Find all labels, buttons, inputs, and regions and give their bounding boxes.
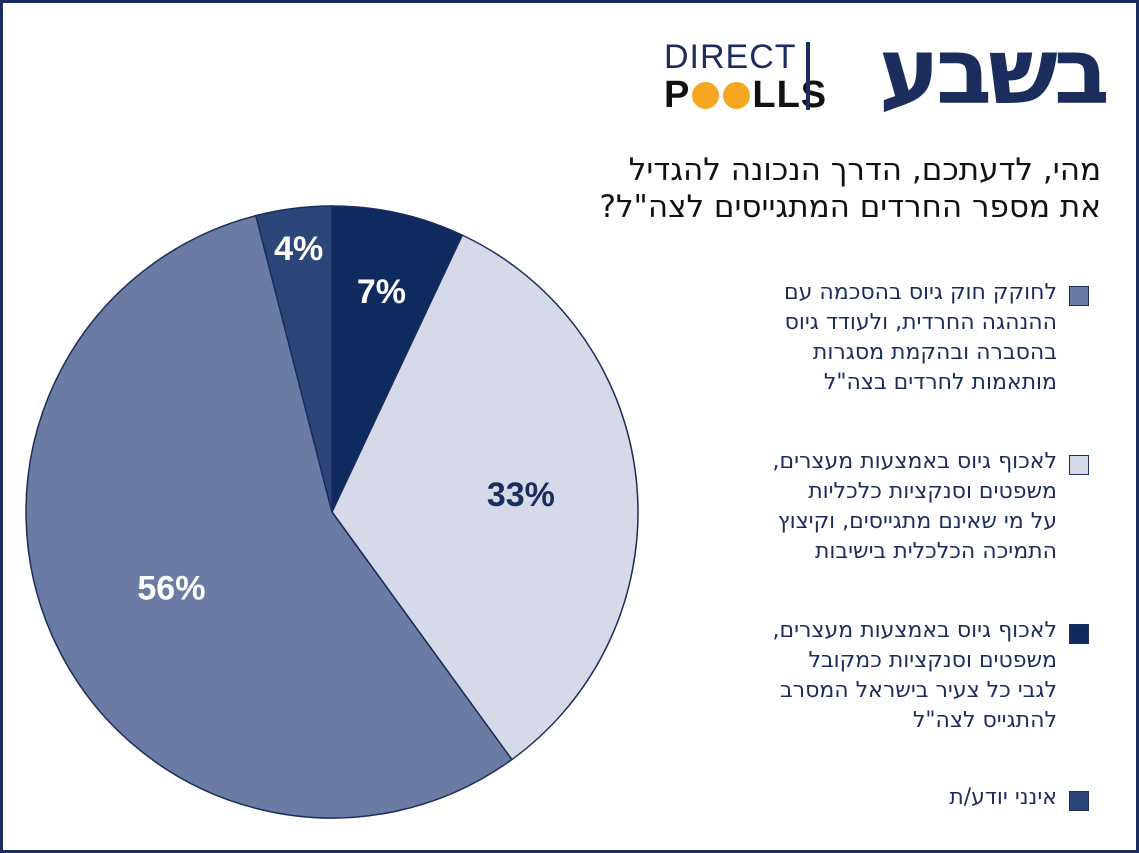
- legend-item: לחוקק חוק גיוס בהסכמה עם ההנהגה החרדית, …: [649, 278, 1089, 398]
- legend-line: משפטים וסנקציות כמקובל: [808, 648, 1057, 673]
- chart-title: מהי, לדעתכם, הדרך הנכונה להגדיל את מספר …: [441, 152, 1101, 226]
- legend-line: התמיכה הכלכלית בישיבות: [814, 539, 1057, 564]
- legend-line: לאכוף גיוס באמצעות מעצרים,: [772, 449, 1058, 474]
- polls-letters-rest: LLS: [752, 74, 828, 116]
- direct-polls-logo-polls: P LLS: [664, 74, 827, 117]
- direct-polls-logo-direct: DIRECT: [664, 38, 797, 76]
- besheva-logo: בשבע: [878, 18, 1110, 125]
- polls-letter-p: P: [664, 74, 691, 116]
- legend-line: בהסברה ובהקמת מסגרות: [812, 340, 1057, 365]
- legend-item: לאכוף גיוס באמצעות מעצרים, משפטים וסנקצי…: [649, 447, 1089, 567]
- chart-title-line: מהי, לדעתכם, הדרך הנכונה להגדיל: [628, 152, 1101, 188]
- legend-line: להתגייס לצה"ל: [912, 708, 1057, 733]
- pie-data-label: 7%: [357, 273, 406, 311]
- legend-swatch: [1069, 791, 1089, 811]
- pie-data-label: 4%: [274, 230, 323, 268]
- chart-title-line: את מספר החרדים המתגייסים לצה"ל?: [599, 189, 1101, 225]
- legend-line: אינני יודע/ת: [949, 785, 1057, 810]
- legend-line: ההנהגה החרדית, ולעודד גיוס: [784, 310, 1057, 335]
- legend-line: מותאמות לחרדים בצה"ל: [823, 370, 1057, 395]
- legend-item: לאכוף גיוס באמצעות מעצרים, משפטים וסנקצי…: [649, 616, 1089, 736]
- orange-dot-icon: [723, 82, 751, 109]
- legend-swatch: [1069, 455, 1089, 475]
- legend-line: משפטים וסנקציות כלכליות: [808, 479, 1057, 504]
- logo-divider: [806, 42, 810, 110]
- legend-swatch: [1069, 286, 1089, 306]
- legend-line: לחוקק חוק גיוס בהסכמה עם: [784, 280, 1057, 305]
- legend-item: אינני יודע/ת: [649, 783, 1089, 813]
- pie-data-label: 33%: [487, 476, 555, 514]
- legend-line: לאכוף גיוס באמצעות מעצרים,: [772, 618, 1058, 643]
- pie-slice: [254, 205, 333, 513]
- legend-swatch: [1069, 624, 1089, 644]
- pie-data-label: 56%: [137, 570, 205, 608]
- pie-slice: [331, 205, 464, 513]
- pie-slice: [331, 234, 639, 761]
- orange-dot-icon: [692, 82, 720, 109]
- legend-line: לגבי כל צעיר בישראל המסרב: [779, 678, 1057, 703]
- legend-line: על מי שאינם מתגייסים, וקיצוץ: [777, 509, 1057, 534]
- pie-slice: [25, 214, 513, 819]
